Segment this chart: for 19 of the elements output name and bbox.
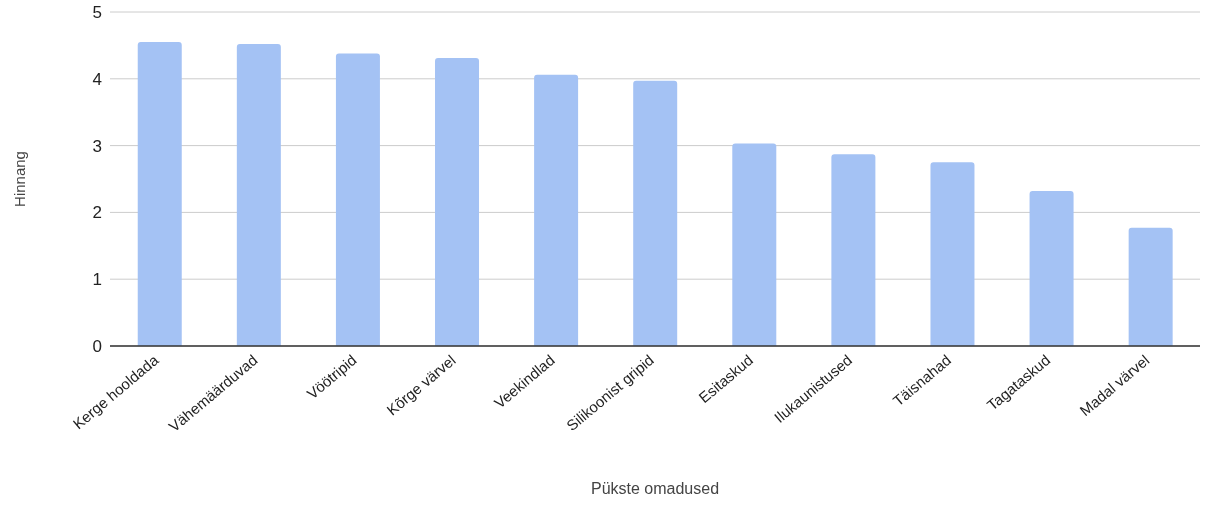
y-tick-label: 0: [92, 337, 102, 357]
y-axis-title: Hinnang: [11, 151, 29, 207]
y-tick-label: 3: [92, 136, 102, 156]
y-tick-label: 4: [92, 69, 102, 89]
y-tick-label: 5: [92, 3, 102, 23]
bar: [236, 44, 281, 346]
bar: [1128, 227, 1173, 346]
bar: [633, 80, 678, 346]
bar: [335, 53, 380, 346]
bar: [137, 42, 182, 346]
x-axis-title: Pükste omadused: [590, 480, 720, 497]
y-tick-label: 2: [92, 203, 102, 223]
bar: [1029, 191, 1074, 346]
y-tick-label: 1: [92, 270, 102, 290]
bar: [435, 58, 480, 346]
bar: [831, 154, 876, 346]
bar: [930, 162, 975, 346]
bar: [534, 74, 579, 346]
bar: [732, 143, 777, 346]
